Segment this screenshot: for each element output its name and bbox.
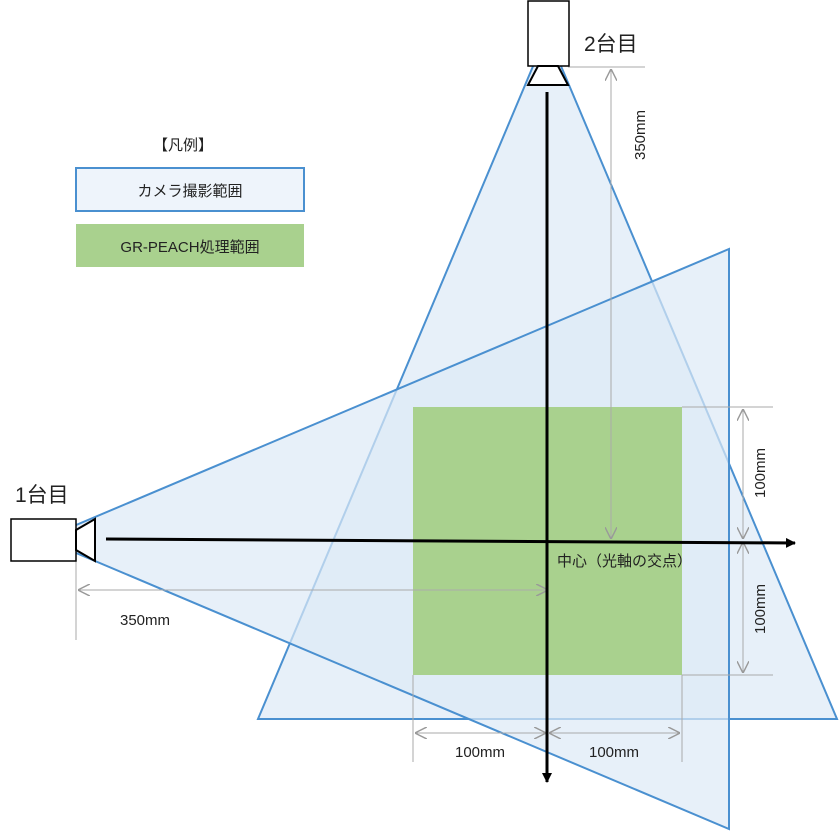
dim-350-horizontal-label: 350mm	[120, 612, 170, 629]
legend-gr-label: GR-PEACH処理範囲	[120, 238, 259, 256]
camera1-label: 1台目	[15, 484, 69, 507]
dim-100-left-label: 100mm	[455, 744, 505, 761]
legend-camera-label: カメラ撮影範囲	[137, 182, 242, 200]
camera1-range	[40, 247, 730, 831]
dim-100-upper-label: 100mm	[752, 448, 769, 498]
dimension-lines	[75, 66, 773, 762]
legend-title: 【凡例】	[153, 137, 213, 154]
legend-camera-swatch	[75, 167, 305, 212]
camera1-optical-axis	[105, 537, 796, 548]
dim-100-lower-label: 100mm	[752, 584, 769, 634]
dim-100-right-label: 100mm	[589, 744, 639, 761]
camera1-body	[10, 518, 77, 562]
camera2-label: 2台目	[584, 33, 638, 56]
camera1-lens	[75, 517, 96, 563]
legend-gr-swatch	[76, 224, 304, 267]
dim-350-vertical-label: 350mm	[632, 110, 649, 160]
camera2-lens	[526, 65, 570, 86]
camera2-body	[527, 0, 570, 67]
center-label: 中心（光軸の交点）	[557, 552, 692, 570]
